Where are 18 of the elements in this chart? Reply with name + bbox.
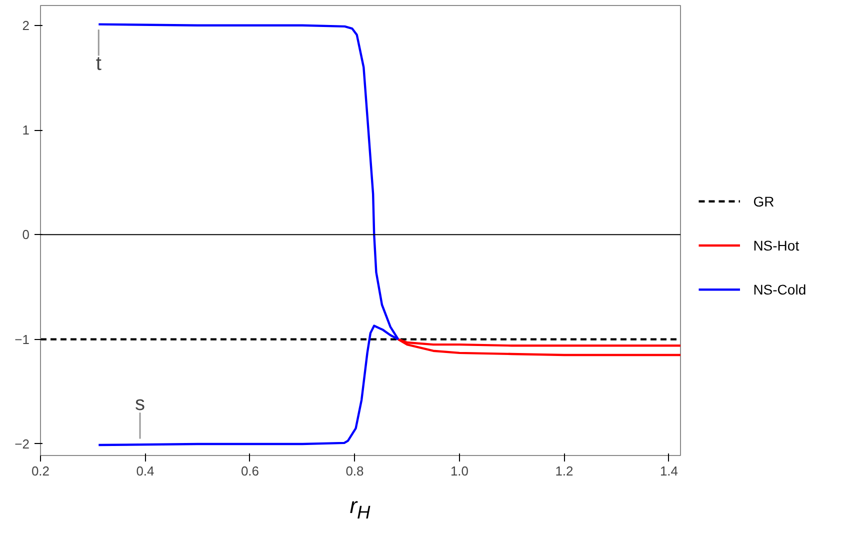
x-tick-label: 1.2 bbox=[555, 464, 574, 478]
y-tick-label: −2 bbox=[14, 436, 30, 452]
x-tick-label: 0.4 bbox=[136, 464, 154, 478]
x-tick-label: 0.2 bbox=[31, 464, 50, 478]
legend-label: NS-Hot bbox=[753, 238, 800, 254]
x-tick-label: 0.8 bbox=[346, 464, 364, 478]
y-tick-label: 2 bbox=[22, 18, 30, 33]
annotation: s bbox=[135, 393, 146, 416]
legend-label: GR bbox=[753, 193, 774, 210]
legend-label: NS-Cold bbox=[753, 282, 806, 298]
annotation: t bbox=[96, 53, 102, 76]
x-tick-label: 1.4 bbox=[660, 464, 678, 478]
x-tick-label: 0.6 bbox=[240, 464, 260, 478]
x-axis-title: r$_{H}$ bbox=[350, 493, 370, 522]
y-tick-label: 0 bbox=[22, 227, 30, 242]
y-tick-label: −1 bbox=[14, 332, 30, 347]
y-tick-label: 1 bbox=[22, 122, 30, 138]
x-tick-label: 1.0 bbox=[450, 464, 469, 478]
